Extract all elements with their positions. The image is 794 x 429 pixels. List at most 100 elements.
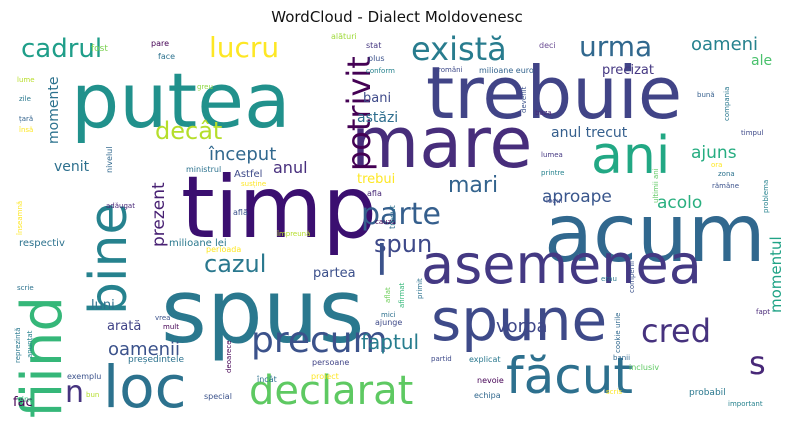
word: parte: [361, 197, 441, 232]
word: vorba: [496, 316, 548, 337]
word: bună: [697, 91, 715, 99]
word: spus: [161, 260, 365, 363]
word: declarat: [249, 368, 414, 414]
word: scrie: [17, 284, 34, 292]
word: pare: [151, 39, 170, 48]
word: loc: [103, 353, 187, 418]
word: probabil: [689, 388, 726, 398]
word: rămâne: [712, 182, 740, 190]
word: echipa: [474, 391, 501, 400]
word: reprezintă: [14, 327, 22, 363]
word: deci: [539, 41, 556, 50]
word: există: [411, 33, 507, 68]
word: decât: [155, 117, 223, 145]
word: plus: [368, 54, 385, 63]
word: partea: [313, 266, 356, 281]
word: oameni: [691, 34, 759, 55]
word: milioane lei: [169, 238, 227, 249]
word: trebui: [357, 172, 396, 187]
word: alături: [331, 33, 357, 41]
word: oamenii: [108, 339, 181, 360]
word: cred: [641, 312, 712, 350]
word: fost: [91, 44, 108, 54]
word: aproape: [542, 187, 612, 207]
word: făcut: [506, 347, 634, 405]
word: început: [209, 144, 277, 165]
word: compenii: [628, 260, 636, 293]
word: timpul: [741, 129, 764, 137]
word: partid: [431, 355, 452, 363]
word: inclusiv: [629, 363, 660, 372]
word: problema: [762, 179, 770, 213]
word: bun: [86, 391, 100, 399]
word: mici: [381, 311, 396, 319]
word: cauza: [375, 218, 396, 226]
word: nevoie: [477, 376, 504, 385]
word: respectiv: [19, 238, 65, 249]
word: astăzi: [357, 110, 399, 126]
word: zona: [718, 170, 735, 178]
word: precum: [251, 320, 388, 361]
word: mult: [163, 323, 179, 331]
word: milioane euro: [479, 66, 534, 75]
word: s: [749, 344, 766, 382]
word: anul: [273, 158, 308, 177]
word: lucru: [209, 33, 280, 64]
word: ministrul: [186, 165, 222, 174]
word: trebuie: [426, 51, 683, 135]
word: vrea: [155, 314, 171, 322]
word: devenit: [520, 86, 528, 113]
word: putea: [71, 56, 291, 145]
word: baza: [535, 109, 552, 117]
word: prezent: [149, 182, 169, 247]
word: Astfel: [234, 169, 263, 180]
word: asemenea: [421, 233, 702, 296]
word: mari: [448, 173, 499, 198]
word: persoane: [312, 358, 350, 367]
word: erau: [601, 275, 617, 283]
word: ultimii ani: [652, 168, 660, 203]
word: banii: [613, 354, 631, 362]
word: timp: [181, 158, 377, 258]
word: exemplu: [67, 372, 102, 381]
word: venit: [54, 159, 90, 175]
word: ajunge: [375, 318, 403, 327]
word: deoarece: [225, 340, 233, 373]
chart-title: WordCloud - Dialect Moldovenesc: [271, 8, 523, 26]
word: fac: [13, 395, 33, 410]
word: scris: [606, 388, 622, 396]
word: face: [158, 52, 176, 61]
word: locul: [546, 197, 563, 205]
word: stat: [366, 41, 382, 50]
word: spun: [374, 230, 433, 258]
word: printre: [541, 169, 565, 177]
word: anunțat: [26, 330, 34, 358]
word: aflat: [384, 287, 392, 303]
word: află: [233, 208, 248, 217]
word: n: [65, 375, 85, 410]
word: lumea: [541, 151, 563, 159]
word: președintele: [128, 355, 184, 365]
word: conform: [366, 67, 395, 75]
word: acolo: [657, 193, 703, 213]
word: greu: [197, 83, 213, 91]
word: primit: [416, 278, 424, 299]
word: luni: [91, 298, 115, 313]
word: împreună: [277, 230, 311, 238]
word: acum: [544, 187, 766, 280]
word-cloud: timp acum spus trebuie putea spune aseme…: [11, 33, 784, 418]
word: important: [728, 400, 763, 408]
word: spune: [431, 286, 608, 354]
word: cadrul: [21, 34, 103, 64]
word: țară: [19, 115, 34, 123]
word: susține: [241, 180, 267, 188]
word: afla: [367, 189, 382, 198]
word: precizat: [602, 63, 654, 78]
word: proiect: [311, 372, 339, 381]
word: însă: [19, 126, 34, 134]
word: urma: [579, 33, 653, 63]
word: trecut: [388, 205, 397, 229]
word: perioada: [206, 245, 242, 254]
word: arată: [107, 319, 142, 334]
word: mare: [351, 102, 533, 184]
